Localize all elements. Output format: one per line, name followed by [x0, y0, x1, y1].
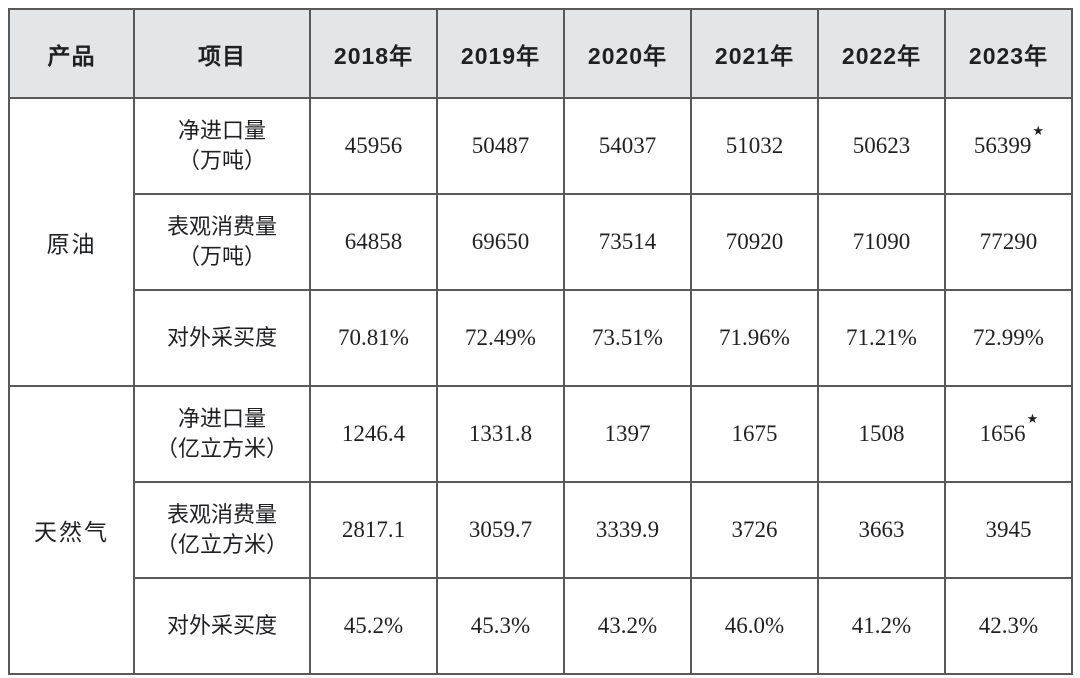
value-cell: 54037	[563, 97, 692, 195]
value-cell: 50487	[436, 97, 565, 195]
value-cell: 73514	[563, 193, 692, 291]
value-cell: 45956	[309, 97, 438, 195]
column-header-2018: 2018年	[309, 8, 438, 99]
value-cell: 42.3%	[944, 577, 1073, 675]
product-cell-natural-gas: 天然气	[8, 385, 135, 675]
value-cell: 56399★	[944, 97, 1073, 195]
table-row: 表观消费量 （亿立方米） 2817.1 3059.7 3339.9 3726 3…	[9, 481, 1073, 579]
item-label: 表观消费量	[166, 502, 277, 528]
value-cell: 3059.7	[436, 481, 565, 579]
value-cell: 50623	[817, 97, 946, 195]
item-unit: （亿立方米）	[155, 532, 288, 557]
value-cell: 77290	[944, 193, 1073, 291]
column-header-2023: 2023年	[944, 8, 1073, 99]
footnote-star-icon: ★	[1026, 411, 1039, 427]
value-cell: 1331.8	[436, 385, 565, 483]
value-cell: 45.3%	[436, 577, 565, 675]
value-cell: 71.21%	[817, 289, 946, 387]
item-cell: 对外采买度	[133, 577, 311, 675]
value-cell: 1246.4	[309, 385, 438, 483]
column-header-2020: 2020年	[563, 8, 692, 99]
product-cell-crude-oil: 原油	[8, 97, 135, 387]
value-cell: 3339.9	[563, 481, 692, 579]
value-cell: 51032	[690, 97, 819, 195]
value-text: 1656	[979, 421, 1026, 446]
value-cell: 69650	[436, 193, 565, 291]
value-cell: 45.2%	[309, 577, 438, 675]
value-cell: 71.96%	[690, 289, 819, 387]
footnote-star-icon: ★	[1032, 123, 1045, 139]
import-data-table: 产品 项目 2018年 2019年 2020年 2021年 2022年 2023…	[8, 8, 1073, 675]
item-label: 净进口量	[177, 118, 266, 144]
value-cell: 70.81%	[309, 289, 438, 387]
value-cell: 3945	[944, 481, 1073, 579]
value-cell: 72.49%	[436, 289, 565, 387]
item-cell: 表观消费量 （万吨）	[133, 193, 311, 291]
item-cell: 净进口量 （亿立方米）	[133, 385, 311, 483]
column-header-2019: 2019年	[436, 8, 565, 99]
value-cell: 46.0%	[690, 577, 819, 675]
table-row: 天然气 净进口量 （亿立方米） 1246.4 1331.8 1397 1675 …	[8, 385, 1073, 675]
value-cell: 1508	[817, 385, 946, 483]
value-cell: 43.2%	[563, 577, 692, 675]
value-cell: 64858	[309, 193, 438, 291]
item-label: 净进口量	[177, 406, 266, 432]
table-row: 原油 净进口量 （万吨） 45956 50487 54037 51032 506…	[8, 97, 1073, 387]
item-unit: （万吨）	[177, 148, 266, 173]
value-cell: 70920	[690, 193, 819, 291]
item-label: 对外采买度	[166, 613, 277, 639]
value-cell: 41.2%	[817, 577, 946, 675]
item-cell: 对外采买度	[133, 289, 311, 387]
column-header-item: 项目	[133, 8, 311, 99]
item-label: 对外采买度	[166, 325, 277, 351]
value-cell: 1397	[563, 385, 692, 483]
column-header-product: 产品	[8, 8, 135, 99]
item-unit: （亿立方米）	[155, 436, 288, 461]
column-header-2021: 2021年	[690, 8, 819, 99]
value-cell: 2817.1	[309, 481, 438, 579]
table-row: 对外采买度 70.81% 72.49% 73.51% 71.96% 71.21%…	[9, 289, 1073, 387]
value-text: 56399	[973, 133, 1032, 158]
item-label: 表观消费量	[166, 214, 277, 240]
item-cell: 表观消费量 （亿立方米）	[133, 481, 311, 579]
value-cell: 73.51%	[563, 289, 692, 387]
item-cell: 净进口量 （万吨）	[133, 97, 311, 195]
value-cell: 71090	[817, 193, 946, 291]
column-header-2022: 2022年	[817, 8, 946, 99]
value-cell: 1675	[690, 385, 819, 483]
value-cell: 1656★	[944, 385, 1073, 483]
table-row: 对外采买度 45.2% 45.3% 43.2% 46.0% 41.2% 42.3…	[9, 577, 1073, 675]
header-row: 产品 项目 2018年 2019年 2020年 2021年 2022年 2023…	[8, 8, 1073, 99]
value-cell: 3726	[690, 481, 819, 579]
item-unit: （万吨）	[177, 244, 266, 269]
value-cell: 72.99%	[944, 289, 1073, 387]
value-cell: 3663	[817, 481, 946, 579]
table-row: 表观消费量 （万吨） 64858 69650 73514 70920 71090…	[9, 193, 1073, 291]
